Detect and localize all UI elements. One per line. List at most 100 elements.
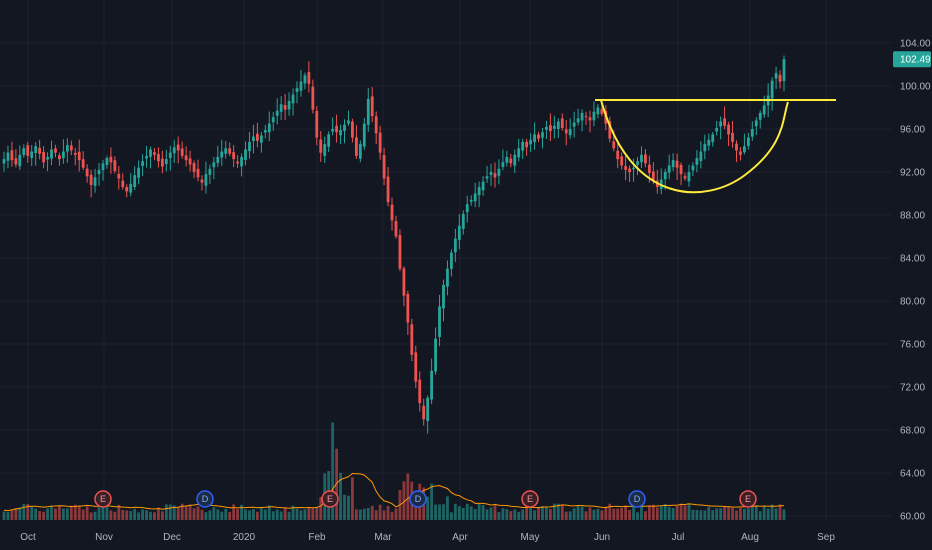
candle-body <box>386 176 390 203</box>
y-tick-label: 96.00 <box>900 125 925 136</box>
grid-lines <box>0 0 892 522</box>
volume-bar <box>315 507 319 520</box>
candle-body <box>335 125 338 133</box>
candle-body <box>256 133 259 141</box>
volume-bar <box>172 505 176 520</box>
volume-bar <box>778 504 782 520</box>
candle-body <box>200 179 204 183</box>
candle-body <box>727 124 730 135</box>
candle-body <box>782 59 786 82</box>
volume-bar <box>295 508 299 520</box>
candle-body <box>525 141 529 148</box>
volume-bar <box>101 504 105 520</box>
candle-body <box>644 154 647 164</box>
candle-body <box>624 166 628 170</box>
volume-bar <box>743 508 746 520</box>
volume-bar <box>576 505 580 520</box>
volume-bar <box>311 508 315 520</box>
x-tick-label: Nov <box>95 532 113 543</box>
earnings-marker[interactable]: E <box>739 490 757 508</box>
candle-body <box>196 168 200 178</box>
price-axis[interactable]: 104.00 100.00 96.00 92.00 88.00 84.00 80.00 76.… <box>900 39 931 523</box>
candle-body <box>259 135 263 143</box>
x-tick-label: 2020 <box>233 532 256 543</box>
volume-bar <box>370 505 374 520</box>
volume-bar <box>501 508 505 520</box>
candle-body <box>283 104 287 110</box>
candle-body <box>133 175 137 188</box>
volume-bar <box>758 511 762 520</box>
volume-bar <box>81 509 85 520</box>
earnings-marker[interactable]: E <box>94 490 112 508</box>
x-tick-label: Dec <box>163 532 181 543</box>
volume-bar <box>145 510 148 520</box>
volume-bar <box>287 511 291 520</box>
volume-bar <box>208 510 212 520</box>
volume-bar <box>442 504 445 520</box>
candle-body <box>149 149 152 157</box>
time-axis[interactable]: Oct Nov Dec 2020 Feb Mar Apr May Jun Jul Aug Sep <box>20 532 835 543</box>
candle-body <box>10 150 14 161</box>
event-marker-label: D <box>634 494 641 504</box>
candle-body <box>497 168 501 176</box>
volume-bar <box>58 506 61 520</box>
candle-body <box>564 129 568 134</box>
drawing-annotations[interactable] <box>595 98 836 194</box>
volume-bar <box>509 511 513 520</box>
volume-bar <box>612 508 616 520</box>
candle-body <box>481 181 485 191</box>
candle-body <box>73 152 77 155</box>
volume-bar <box>192 508 196 520</box>
dividend-marker[interactable]: D <box>409 490 427 508</box>
volume-bar <box>497 512 501 520</box>
cup-pattern-curve[interactable] <box>600 99 789 194</box>
event-marker-label: E <box>100 494 106 504</box>
candle-body <box>370 96 374 117</box>
event-marker-label: E <box>527 494 533 504</box>
candle-body <box>453 238 457 253</box>
dividend-marker[interactable]: D <box>628 490 646 508</box>
candle-body <box>240 156 243 167</box>
candle-body <box>758 112 762 120</box>
candle-body <box>275 110 279 116</box>
candle-body <box>89 174 93 185</box>
x-tick-label: Mar <box>374 532 392 543</box>
volume-bar <box>279 511 283 520</box>
volume-bar <box>291 505 295 520</box>
candle-body <box>406 293 410 323</box>
earnings-marker[interactable]: E <box>521 490 539 508</box>
candle-body <box>319 139 323 153</box>
candle-body <box>85 168 89 177</box>
volume-bar <box>65 508 69 520</box>
candle-body <box>731 132 734 142</box>
volume-bar <box>406 473 410 520</box>
candle-body <box>113 160 117 171</box>
candle-body <box>295 88 299 92</box>
candle-body <box>422 405 426 420</box>
earnings-marker[interactable]: E <box>321 490 339 508</box>
volume-bar <box>157 507 160 520</box>
candle-body <box>125 187 129 192</box>
volume-bar <box>200 509 204 520</box>
volume-bar <box>366 507 370 520</box>
candle-body <box>176 144 180 151</box>
volume-bar <box>537 506 540 520</box>
candle-body <box>493 173 497 178</box>
volume-bar <box>184 505 188 520</box>
volume-bar <box>212 507 216 520</box>
event-marker-label: E <box>327 494 333 504</box>
y-tick-label: 64.00 <box>900 469 925 480</box>
volume-bar <box>525 504 529 520</box>
candle-body <box>394 221 398 237</box>
candle-body <box>14 158 18 165</box>
dividend-marker[interactable]: D <box>196 490 214 508</box>
volume-bar <box>746 508 750 520</box>
candle-body <box>450 252 453 269</box>
candle-body <box>434 338 437 372</box>
candle-body <box>770 80 774 99</box>
volume-bar <box>521 509 525 520</box>
volume-bar <box>168 504 172 520</box>
candle-body <box>592 111 596 121</box>
